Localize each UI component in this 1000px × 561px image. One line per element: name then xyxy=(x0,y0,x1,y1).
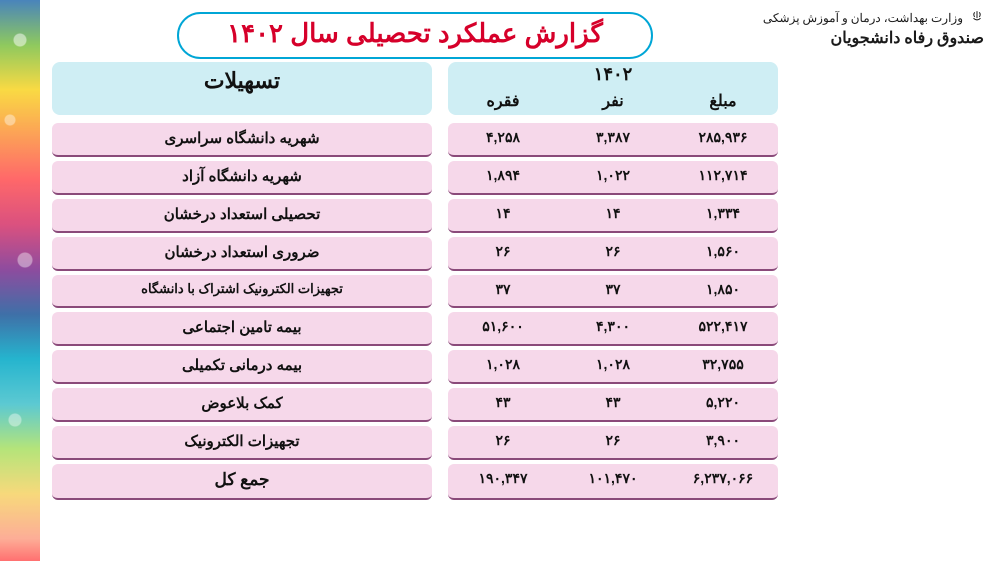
table-row-total: جمع کل ۱۹۰,۳۴۷۱۰۱,۴۷۰۶,۲۳۷,۰۶۶ xyxy=(52,464,792,500)
row-numbers: ۴,۲۵۸۳,۳۸۷۲۸۵,۹۳۶ xyxy=(448,123,778,157)
cell-people: ۲۶ xyxy=(558,426,668,458)
cell-amount: ۳۲,۷۵۵ xyxy=(668,350,778,382)
cell-count: ۴,۲۵۸ xyxy=(448,123,558,155)
cell-count: ۳۷ xyxy=(448,275,558,306)
cell-people: ۳۷ xyxy=(558,275,668,306)
row-numbers: ۲۶۲۶۱,۵۶۰ xyxy=(448,237,778,271)
page-title: گزارش عملکرد تحصیلی سال ۱۴۰۲ xyxy=(177,12,653,59)
cell-amount: ۵۲۲,۴۱۷ xyxy=(668,312,778,344)
table-row: بیمه تامین اجتماعی ۵۱,۶۰۰۴,۳۰۰۵۲۲,۴۱۷ xyxy=(52,312,792,346)
header-year: ۱۴۰۲ xyxy=(448,62,778,89)
row-numbers: ۴۳۴۳۵,۲۲۰ xyxy=(448,388,778,422)
row-label: شهریه دانشگاه سراسری xyxy=(52,123,432,157)
row-numbers: ۲۶۲۶۳,۹۰۰ xyxy=(448,426,778,460)
cell-people: ۱۰۱,۴۷۰ xyxy=(558,464,668,498)
cell-people: ۱,۰۲۸ xyxy=(558,350,668,382)
ministry-line1: وزارت بهداشت، درمان و آموزش پزشکی xyxy=(763,11,963,25)
cell-people: ۱,۰۲۲ xyxy=(558,161,668,193)
row-numbers: ۳۷۳۷۱,۸۵۰ xyxy=(448,275,778,308)
header-year-group: ۱۴۰۲ فقره نفر مبلغ xyxy=(448,62,778,115)
header-col-amount: مبلغ xyxy=(668,89,778,115)
cell-amount: ۲۸۵,۹۳۶ xyxy=(668,123,778,155)
row-label: تجهیزات الکترونیک اشتراک با دانشگاه xyxy=(52,275,432,308)
iran-emblem-icon xyxy=(970,10,984,28)
table-row: تجهیزات الکترونیک اشتراک با دانشگاه۳۷۳۷۱… xyxy=(52,275,792,308)
row-numbers: ۱۴۱۴۱,۳۳۴ xyxy=(448,199,778,233)
ministry-block: وزارت بهداشت، درمان و آموزش پزشکی صندوق … xyxy=(763,10,984,48)
cell-count: ۱۹۰,۳۴۷ xyxy=(448,464,558,498)
cell-people: ۲۶ xyxy=(558,237,668,269)
row-label: بیمه درمانی تکمیلی xyxy=(52,350,432,384)
cell-count: ۱۴ xyxy=(448,199,558,231)
table-row: ضروری استعداد درخشان۲۶۲۶۱,۵۶۰ xyxy=(52,237,792,271)
table-row: بیمه درمانی تکمیلی۱,۰۲۸۱,۰۲۸۳۲,۷۵۵ xyxy=(52,350,792,384)
table-body: شهریه دانشگاه سراسری۴,۲۵۸۳,۳۸۷۲۸۵,۹۳۶شهر… xyxy=(52,123,792,500)
row-label: کمک بلاعوض xyxy=(52,388,432,422)
table-row: شهریه دانشگاه آزاد ۱,۸۹۴۱,۰۲۲۱۱۲,۷۱۴ xyxy=(52,161,792,195)
cell-count: ۱,۸۹۴ xyxy=(448,161,558,193)
cell-count: ۵۱,۶۰۰ xyxy=(448,312,558,344)
cell-people: ۳,۳۸۷ xyxy=(558,123,668,155)
cell-count: ۲۶ xyxy=(448,237,558,269)
cell-people: ۱۴ xyxy=(558,199,668,231)
cell-amount: ۱,۸۵۰ xyxy=(668,275,778,306)
row-label: تجهیزات الکترونیک xyxy=(52,426,432,460)
table-header-row: تسهیلات ۱۴۰۲ فقره نفر مبلغ xyxy=(52,62,792,115)
table-row: شهریه دانشگاه سراسری ۴,۲۵۸۳,۳۸۷۲۸۵,۹۳۶ xyxy=(52,123,792,157)
cell-amount: ۵,۲۲۰ xyxy=(668,388,778,420)
row-numbers: ۵۱,۶۰۰۴,۳۰۰۵۲۲,۴۱۷ xyxy=(448,312,778,346)
table-row: تجهیزات الکترونیک۲۶۲۶۳,۹۰۰ xyxy=(52,426,792,460)
title-container: گزارش عملکرد تحصیلی سال ۱۴۰۲ xyxy=(90,12,740,59)
header-subcolumns: فقره نفر مبلغ xyxy=(448,89,778,115)
header-facilities: تسهیلات xyxy=(52,62,432,115)
header-col-people: نفر xyxy=(558,89,668,115)
row-label: بیمه تامین اجتماعی xyxy=(52,312,432,346)
decorative-art-strip xyxy=(0,0,40,561)
cell-amount: ۱,۳۳۴ xyxy=(668,199,778,231)
cell-people: ۴۳ xyxy=(558,388,668,420)
header-col-count: فقره xyxy=(448,89,558,115)
ministry-line2: صندوق رفاه دانشجویان xyxy=(763,28,984,48)
row-numbers: ۱,۰۲۸۱,۰۲۸۳۲,۷۵۵ xyxy=(448,350,778,384)
row-label: تحصیلی استعداد درخشان xyxy=(52,199,432,233)
facilities-table: تسهیلات ۱۴۰۲ فقره نفر مبلغ شهریه دانشگاه… xyxy=(52,62,792,500)
cell-people: ۴,۳۰۰ xyxy=(558,312,668,344)
cell-amount: ۶,۲۳۷,۰۶۶ xyxy=(668,464,778,498)
row-label: شهریه دانشگاه آزاد xyxy=(52,161,432,195)
cell-count: ۴۳ xyxy=(448,388,558,420)
row-label: جمع کل xyxy=(52,464,432,500)
row-numbers: ۱۹۰,۳۴۷۱۰۱,۴۷۰۶,۲۳۷,۰۶۶ xyxy=(448,464,778,500)
cell-amount: ۱,۵۶۰ xyxy=(668,237,778,269)
table-row: تحصیلی استعداد درخشان۱۴۱۴۱,۳۳۴ xyxy=(52,199,792,233)
cell-amount: ۳,۹۰۰ xyxy=(668,426,778,458)
cell-count: ۲۶ xyxy=(448,426,558,458)
cell-count: ۱,۰۲۸ xyxy=(448,350,558,382)
row-numbers: ۱,۸۹۴۱,۰۲۲۱۱۲,۷۱۴ xyxy=(448,161,778,195)
row-label: ضروری استعداد درخشان xyxy=(52,237,432,271)
table-row: کمک بلاعوض۴۳۴۳۵,۲۲۰ xyxy=(52,388,792,422)
cell-amount: ۱۱۲,۷۱۴ xyxy=(668,161,778,193)
